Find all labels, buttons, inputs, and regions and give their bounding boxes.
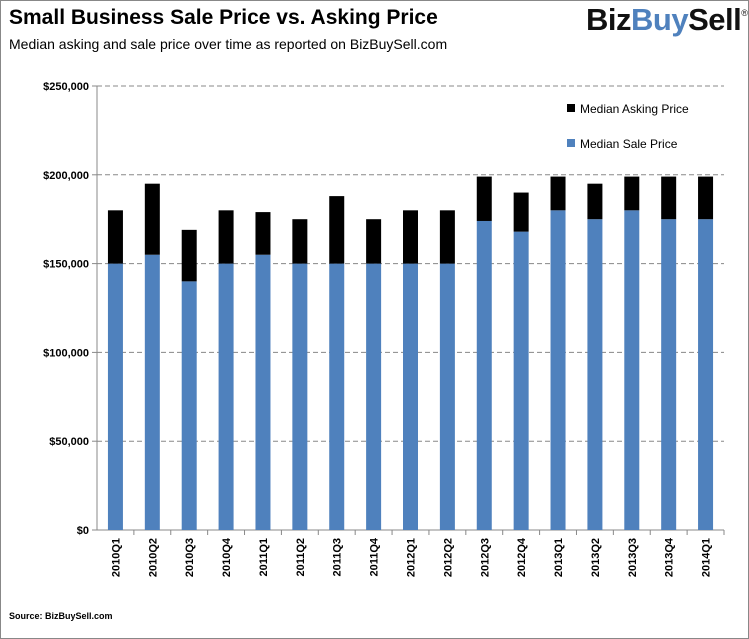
- bar-asking-price: [403, 210, 418, 264]
- source-note: Source: BizBuySell.com: [9, 611, 113, 621]
- x-tick-label: 2014Q1: [701, 538, 713, 577]
- bar-asking-price: [366, 219, 382, 264]
- bar-asking-price: [181, 229, 197, 282]
- y-tick-label: $250,000: [43, 81, 89, 93]
- x-tick-label: 2013Q1: [553, 538, 565, 577]
- x-tick-label: 2010Q1: [110, 538, 122, 577]
- bar-sale-price: [476, 220, 492, 530]
- legend-label-asking: Median Asking Price: [580, 102, 689, 116]
- bar-asking-price: [550, 176, 566, 211]
- x-tick-label: 2013Q2: [590, 538, 602, 577]
- bar-asking-price: [661, 176, 677, 220]
- bar-sale-price: [181, 281, 197, 530]
- y-tick-label: $100,000: [43, 347, 89, 359]
- x-tick-label: 2013Q4: [664, 537, 676, 577]
- y-tick-label: $50,000: [49, 436, 89, 448]
- x-tick-label: 2013Q3: [627, 538, 639, 577]
- bar-asking-price: [439, 210, 455, 264]
- logo-registered-mark: ®: [741, 8, 748, 18]
- bar-asking-price: [218, 210, 234, 264]
- bar-sale-price: [403, 263, 418, 530]
- bar-asking-price: [144, 183, 160, 255]
- x-tick-label: 2012Q3: [479, 538, 491, 577]
- legend-swatch-asking: [567, 104, 575, 112]
- x-tick-label: 2011Q2: [295, 538, 307, 577]
- bar-asking-price: [255, 212, 271, 255]
- logo-biz: Biz: [586, 2, 632, 37]
- x-tick-label: 2010Q3: [184, 538, 196, 577]
- x-tick-label: 2010Q4: [221, 537, 233, 577]
- bar-asking-price: [292, 219, 308, 264]
- bar-asking-price: [107, 210, 123, 264]
- bar-sale-price: [366, 263, 382, 530]
- bar-sale-price: [218, 263, 234, 530]
- x-tick-label: 2012Q2: [442, 538, 454, 577]
- bar-asking-price: [624, 176, 640, 211]
- bar-sale-price: [439, 263, 455, 530]
- bar-sale-price: [513, 231, 529, 530]
- legend-label-sale: Median Sale Price: [580, 137, 678, 151]
- x-tick-label: 2012Q1: [406, 538, 418, 577]
- x-tick-label: 2012Q4: [516, 537, 528, 577]
- bar-sale-price: [698, 219, 714, 530]
- bar-sale-price: [107, 263, 123, 530]
- bar-sale-price: [550, 210, 566, 530]
- bar-sale-price: [329, 263, 345, 530]
- x-tick-label: 2011Q3: [332, 538, 344, 577]
- bar-sale-price: [292, 263, 308, 530]
- bar-asking-price: [698, 176, 714, 220]
- bizbuysell-logo: BizBuySell®: [586, 2, 748, 38]
- bar-sale-price: [255, 254, 271, 530]
- y-tick-label: $0: [77, 525, 89, 537]
- bar-sale-price: [624, 210, 640, 530]
- chart-title: Small Business Sale Price vs. Asking Pri…: [9, 6, 438, 29]
- bar-asking-price: [513, 192, 529, 232]
- bar-asking-price: [476, 176, 492, 221]
- x-tick-label: 2011Q4: [369, 537, 381, 576]
- bar-sale-price: [661, 219, 677, 530]
- legend-swatch-sale: [567, 139, 575, 147]
- bar-sale-price: [587, 219, 603, 530]
- logo-buy: Buy: [631, 2, 689, 37]
- logo-sell: Sell: [688, 2, 742, 37]
- bar-sale-price: [144, 254, 160, 530]
- chart-subtitle: Median asking and sale price over time a…: [9, 36, 448, 52]
- x-tick-label: 2011Q1: [258, 538, 270, 577]
- bar-asking-price: [329, 196, 345, 264]
- bar-asking-price: [587, 183, 603, 220]
- y-tick-label: $150,000: [43, 259, 89, 271]
- y-tick-label: $200,000: [43, 170, 89, 182]
- x-tick-label: 2010Q2: [147, 538, 159, 577]
